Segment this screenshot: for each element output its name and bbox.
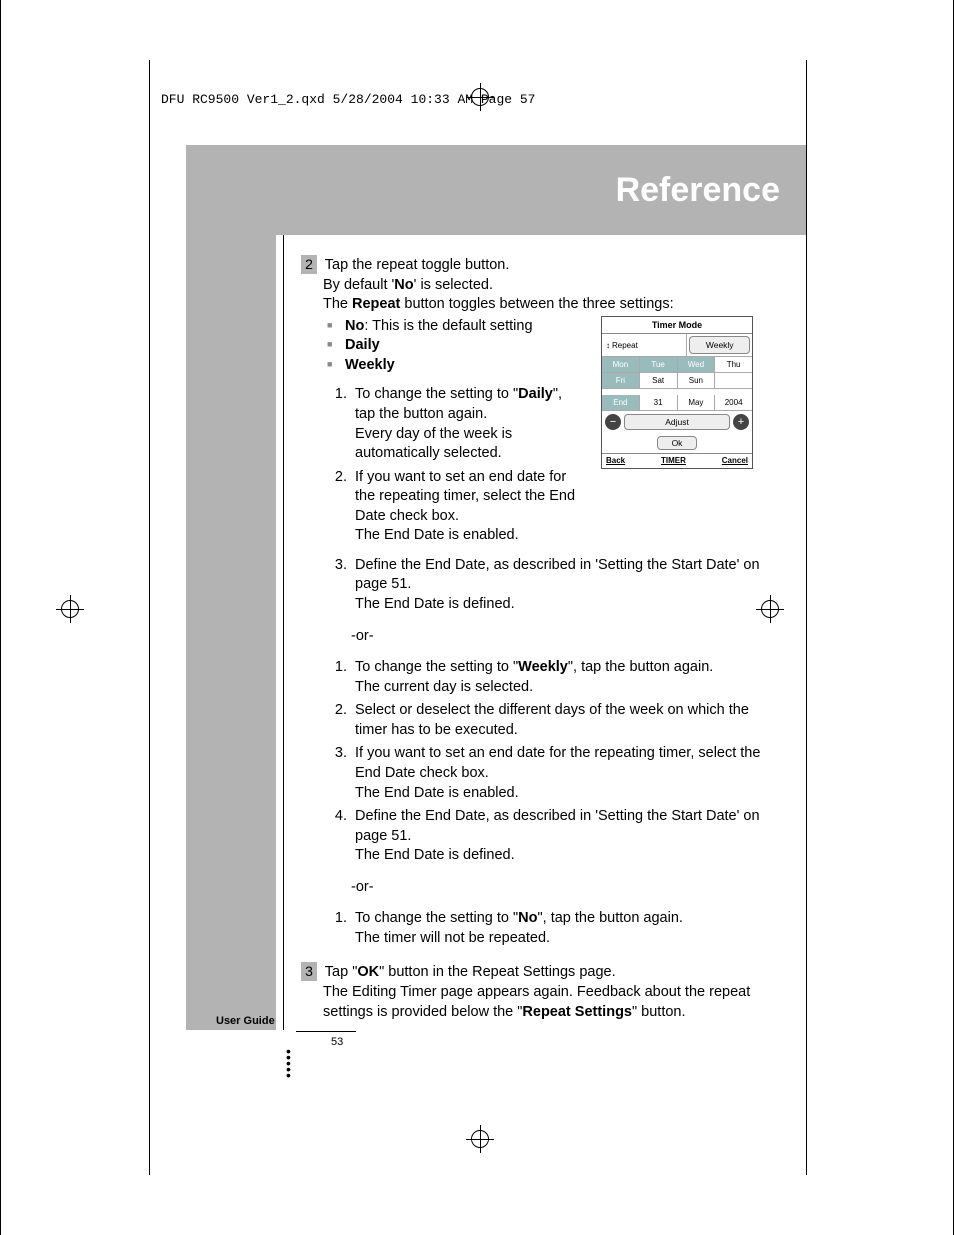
bullet-no-post: : This is the default setting — [364, 318, 532, 334]
shot-day-sun[interactable]: Sun — [678, 373, 716, 388]
shot-footer: Back TIMER Cancel — [602, 453, 752, 468]
weekly-item-3: If you want to set an end date for the r… — [351, 744, 761, 803]
content-divider — [283, 235, 284, 1030]
shot-minus-button[interactable]: − — [605, 414, 621, 430]
shot-title: Timer Mode — [602, 317, 752, 334]
shot-day-thu[interactable]: Thu — [715, 357, 752, 372]
weekly-item-4: Define the End Date, as described in 'Se… — [351, 807, 761, 866]
shot-end-day[interactable]: 31 — [640, 395, 678, 410]
shot-day-fri[interactable]: Fri — [602, 373, 640, 388]
shot-adjust-row: − Adjust + — [602, 411, 752, 433]
device-screenshot: Timer Mode ↕ Repeat Weekly Mon Tue Wed T… — [601, 316, 753, 469]
shot-ok-button[interactable]: Ok — [657, 436, 698, 450]
step-3: 3 Tap "OK" button in the Repeat Settings… — [301, 962, 761, 1022]
user-guide-label: User Guide — [186, 1015, 546, 1027]
shot-end-year[interactable]: 2004 — [715, 395, 752, 410]
shot-ok-row: Ok — [602, 433, 752, 453]
step2-line2-pre: By default ' — [323, 277, 394, 293]
shot-repeat-label: ↕ Repeat — [602, 334, 687, 356]
step2-line3-pre: The — [323, 296, 352, 312]
step2-line3-post: button toggles between the three setting… — [400, 296, 673, 312]
shot-day-mon[interactable]: Mon — [602, 357, 640, 372]
weekly-item-2: Select or deselect the different days of… — [351, 701, 761, 740]
step-number-2: 2 — [301, 255, 317, 274]
daily-list: To change the setting to "Daily", tap th… — [301, 385, 579, 546]
shot-weekly-button[interactable]: Weekly — [689, 336, 750, 354]
shot-end-month[interactable]: May — [678, 395, 716, 410]
or-1: -or- — [301, 627, 761, 647]
daily-item-1: To change the setting to "Daily", tap th… — [351, 385, 579, 463]
no-list: To change the setting to "No", tap the b… — [301, 909, 761, 948]
shot-cancel-link[interactable]: Cancel — [722, 456, 748, 465]
title-band: Reference — [186, 145, 806, 235]
step2-line2-post: ' is selected. — [414, 277, 493, 293]
daily-item-2: If you want to set an end date for the r… — [351, 468, 579, 546]
step-number-3: 3 — [301, 962, 317, 981]
page: DFU RC9500 Ver1_2.qxd 5/28/2004 10:33 AM… — [0, 0, 954, 1235]
left-trim-rule — [149, 60, 150, 1175]
registration-mark-right — [761, 600, 779, 621]
shot-day-tue[interactable]: Tue — [640, 357, 678, 372]
right-trim-rule — [806, 60, 807, 1175]
shot-end-label[interactable]: End — [602, 395, 640, 410]
shot-plus-button[interactable]: + — [733, 414, 749, 430]
step2-line3-bold: Repeat — [352, 296, 400, 312]
shot-day-wed[interactable]: Wed — [678, 357, 716, 372]
shot-days-row-1: Mon Tue Wed Thu — [602, 357, 752, 373]
shot-adjust-button[interactable]: Adjust — [624, 414, 730, 430]
footer: User Guide 53 ••••• — [186, 1015, 546, 1078]
shot-back-link[interactable]: Back — [606, 456, 625, 465]
bullet-no: No — [345, 318, 364, 334]
footer-dots: ••••• — [186, 1048, 546, 1078]
shot-days-row-2: Fri Sat Sun . — [602, 373, 752, 389]
shot-end-row: End 31 May 2004 — [602, 395, 752, 411]
registration-mark-bottom — [471, 1130, 489, 1151]
left-grey-column — [186, 145, 276, 1030]
or-2: -or- — [301, 878, 761, 898]
weekly-item-1: To change the setting to "Weekly", tap t… — [351, 658, 761, 697]
step2-line2-bold: No — [394, 277, 413, 293]
step2-line1: Tap the repeat toggle button. — [325, 257, 510, 273]
daily-item-3: Define the End Date, as described in 'Se… — [351, 556, 761, 615]
registration-mark-top — [471, 88, 489, 109]
bullet-weekly: Weekly — [345, 357, 395, 373]
daily-list-cont: Define the End Date, as described in 'Se… — [301, 556, 761, 615]
footer-rule — [296, 1031, 356, 1032]
bullet-daily: Daily — [345, 337, 380, 353]
registration-mark-left — [61, 600, 79, 621]
shot-day-sat[interactable]: Sat — [640, 373, 678, 388]
weekly-list: To change the setting to "Weekly", tap t… — [301, 658, 761, 866]
page-title: Reference — [616, 171, 780, 210]
page-number: 53 — [186, 1036, 546, 1048]
no-item-1: To change the setting to "No", tap the b… — [351, 909, 761, 948]
shot-timer-label: TIMER — [661, 456, 686, 465]
